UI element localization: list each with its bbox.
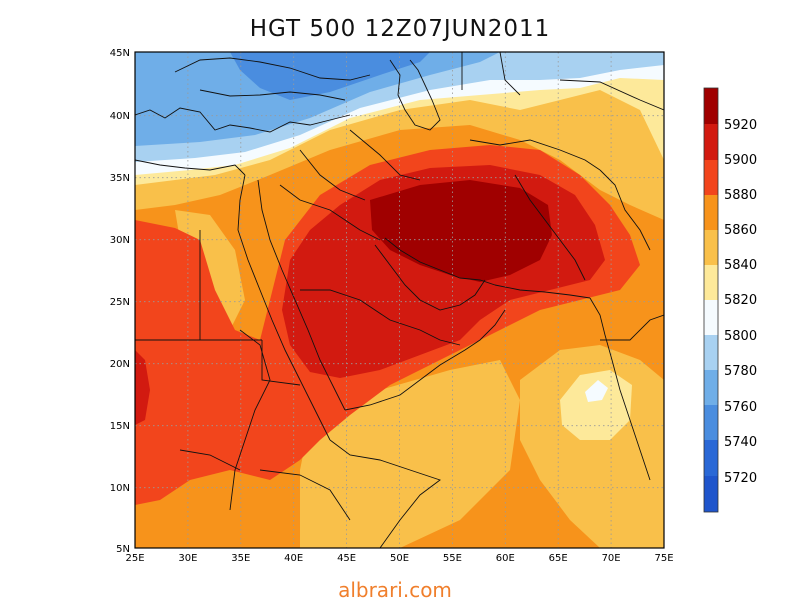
lon-tick: 35E [231, 553, 250, 564]
lon-tick: 65E [549, 553, 568, 564]
colorbar-label: 5880 [724, 188, 757, 203]
lon-tick: 30E [178, 553, 197, 564]
colorbar-swatch [704, 370, 718, 405]
colorbar: 5920 5900 5880 5860 5840 5820 5800 5780 … [703, 87, 757, 513]
watermark: albrari.com [338, 578, 452, 602]
colorbar-swatch [704, 124, 718, 160]
colorbar-label: 5840 [724, 258, 757, 273]
lat-tick: 30N [110, 235, 130, 246]
lat-tick: 10N [110, 483, 130, 494]
lon-tick: 70E [602, 553, 621, 564]
lon-tick: 45E [337, 553, 356, 564]
band-5900-west [135, 350, 150, 425]
lon-tick: 60E [496, 553, 515, 564]
colorbar-label: 5920 [724, 118, 757, 133]
map-title: HGT 500 12Z07JUN2011 [249, 16, 551, 42]
band-5920 [370, 180, 552, 282]
colorbar-label: 5820 [724, 293, 757, 308]
lat-tick: 25N [110, 297, 130, 308]
colorbar-label: 5780 [724, 364, 757, 379]
coastlines [135, 52, 664, 548]
lat-tick: 35N [110, 173, 130, 184]
colorbar-swatch [704, 440, 718, 476]
colorbar-label: 5860 [724, 223, 757, 238]
colorbar-swatch [704, 405, 718, 440]
lat-tick: 40N [110, 111, 130, 122]
lat-axis: 45N 40N 35N 30N 25N 20N 15N 10N 5N [110, 48, 130, 555]
colorbar-swatch [704, 265, 718, 300]
lon-tick: 40E [284, 553, 303, 564]
plot-frame [134, 51, 665, 549]
lat-tick: 5N [116, 544, 130, 555]
band-5760 [135, 52, 500, 146]
colorbar-label: 5760 [724, 400, 757, 415]
colorbar-frame [703, 87, 719, 513]
colorbar-label: 5720 [724, 471, 757, 486]
colorbar-swatch [704, 300, 718, 335]
lat-tick: 15N [110, 421, 130, 432]
colorbar-swatch [704, 476, 718, 512]
colorbar-swatch [704, 335, 718, 370]
lon-tick: 25E [125, 553, 144, 564]
colorbar-label: 5740 [724, 435, 757, 450]
colorbar-swatch [704, 160, 718, 195]
lon-tick: 55E [443, 553, 462, 564]
lat-tick: 45N [110, 48, 130, 59]
graticule [135, 52, 664, 548]
colorbar-swatch [704, 195, 718, 230]
band-5740 [230, 52, 430, 100]
lon-tick: 75E [654, 553, 673, 564]
colorbar-swatch [704, 88, 718, 124]
band-5800-blob [585, 380, 608, 402]
colorbar-swatch [704, 230, 718, 265]
lat-tick: 20N [110, 359, 130, 370]
colorbar-label: 5800 [724, 329, 757, 344]
lon-tick: 50E [390, 553, 409, 564]
colorbar-label: 5900 [724, 153, 757, 168]
lon-axis: 25E 30E 35E 40E 45E 50E 55E 60E 65E 70E … [125, 553, 673, 564]
band-5820-blob [560, 370, 632, 440]
